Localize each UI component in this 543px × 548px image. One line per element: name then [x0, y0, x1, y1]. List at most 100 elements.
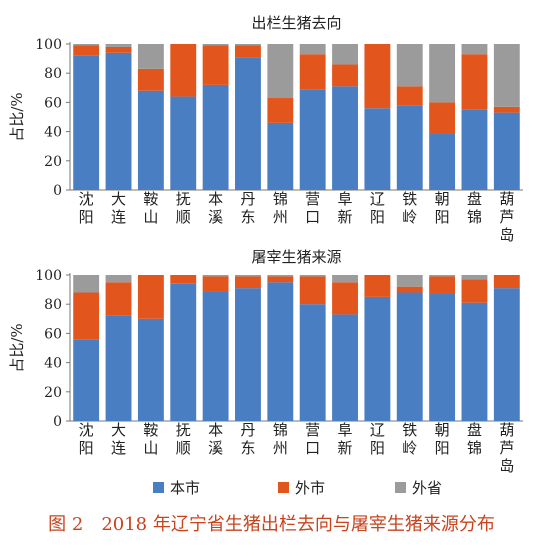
chart2-category-label: 辽阳 — [370, 421, 385, 457]
chart2-ytick-label: 60 — [44, 326, 62, 342]
chart1-bar-other-province — [429, 44, 456, 103]
legend-label-other-city: 外市 — [295, 479, 325, 497]
chart2-ytick-label: 40 — [44, 356, 62, 372]
chart1-bar-other-city — [73, 45, 100, 56]
chart2-bar-other-province — [73, 275, 100, 293]
chart1-bar-other-city — [364, 44, 391, 109]
chart2-bar-other-province — [332, 275, 358, 283]
chart1-bar-local — [267, 122, 294, 190]
chart2-bar-local — [299, 304, 326, 421]
chart2-bar-other-province — [429, 275, 456, 277]
chart2-category-label: 营口 — [305, 421, 320, 457]
chart1-bar-other-city — [493, 106, 520, 113]
chart2-bar-local — [105, 315, 132, 421]
chart1-ytick-label: 40 — [44, 125, 62, 141]
chart1-category-label: 阜新 — [338, 190, 353, 226]
figure-caption: 图 2 2018 年辽宁省生猪出栏去向与屠宰生猪来源分布 — [48, 514, 495, 535]
chart1-bar-other-province — [137, 44, 164, 69]
chart1-bar-other-province — [493, 44, 520, 107]
chart1-bar-other-city — [396, 86, 423, 106]
chart1-bar-other-province — [105, 44, 132, 47]
chart2-title: 屠宰生猪来源 — [251, 248, 341, 266]
chart2-bar-other-city — [396, 286, 423, 293]
chart1-category-label: 辽阳 — [370, 190, 385, 226]
legend-swatch-other-city — [278, 482, 289, 493]
chart2-bar-local — [170, 283, 197, 421]
chart1-ytick-label: 20 — [44, 154, 62, 170]
chart1-bar-other-province — [267, 44, 294, 99]
chart1-category-label: 营口 — [305, 190, 320, 226]
chart2-bar-local — [73, 339, 100, 421]
chart2-category-label: 大连 — [111, 421, 126, 457]
chart2-bar-other-city — [73, 292, 100, 340]
chart2-bar-other-city — [170, 275, 197, 284]
chart1-bar-local — [429, 133, 456, 190]
chart2-bar-other-city — [429, 276, 456, 294]
chart2-bar-local — [267, 282, 294, 421]
chart2-bar-other-province — [461, 275, 488, 280]
chart1-bar-local — [493, 112, 520, 190]
chart1-category-label: 盘锦 — [467, 190, 482, 226]
chart1-ytick-label: 80 — [44, 66, 62, 82]
chart2-bar-other-city — [332, 282, 358, 315]
chart1-bar-other-province — [299, 44, 326, 55]
chart2-bar-local — [137, 318, 164, 421]
figure-canvas: 出栏生猪去向占比/%020406080100沈阳大连鞍山抚顺本溪丹东锦州营口阜新… — [8, 14, 523, 497]
legend-label-other-province: 外省 — [412, 479, 442, 497]
chart2-bar-other-city — [267, 276, 294, 283]
chart2-bar-local — [364, 296, 391, 421]
chart2-category-label: 锦州 — [273, 421, 288, 457]
chart1-category-label: 铁岭 — [402, 190, 417, 226]
chart1-bar-local — [137, 90, 164, 190]
legend-swatch-other-province — [395, 482, 406, 493]
chart2-bar-other-province — [299, 275, 326, 277]
chart1-bar-other-city — [202, 45, 229, 85]
chart1-bar-other-city — [170, 44, 197, 97]
chart1-bar-local — [299, 89, 326, 190]
chart2-bar-other-city — [202, 276, 229, 292]
chart1-ytick-label: 100 — [35, 37, 62, 53]
chart1-category-label: 葫芦岛 — [499, 190, 514, 244]
chart2-bar-other-city — [493, 275, 520, 289]
chart2-bar-other-city — [364, 275, 391, 297]
chart1-title: 出栏生猪去向 — [251, 14, 341, 32]
chart1-bar-local — [105, 52, 132, 191]
chart1-ytick-label: 60 — [44, 95, 62, 111]
chart2-bar-other-province — [235, 275, 261, 277]
chart1-bar-other-province — [235, 44, 261, 46]
chart1-bar-local — [364, 108, 391, 190]
chart1-bar-other-province — [396, 44, 423, 87]
chart2-ylabel: 占比/% — [8, 323, 26, 372]
chart1-ytick-label: 0 — [53, 183, 62, 199]
chart1-bar-local — [396, 105, 423, 190]
chart2-category-label: 沈阳 — [79, 421, 94, 457]
chart1-category-label: 鞍山 — [143, 190, 158, 226]
chart1-category-label: 抚顺 — [176, 190, 191, 226]
legend-swatch-local — [153, 482, 164, 493]
chart1-category-label: 大连 — [111, 190, 126, 226]
chart2-ytick-label: 100 — [35, 268, 62, 284]
chart1-category-label: 沈阳 — [79, 190, 94, 226]
chart1-bar-other-province — [202, 44, 229, 46]
chart1-bar-other-city — [235, 45, 261, 58]
chart2-category-label: 鞍山 — [143, 421, 158, 457]
chart2-category-label: 盘锦 — [467, 421, 482, 457]
chart2-bar-other-city — [299, 276, 326, 305]
chart2-bar-local — [396, 292, 423, 421]
chart2-category-label: 朝阳 — [435, 421, 450, 457]
chart1-bar-other-city — [332, 64, 358, 87]
chart1-bar-other-city — [105, 46, 132, 53]
chart2-ytick-label: 20 — [44, 385, 62, 401]
chart1-category-label: 锦州 — [273, 190, 288, 226]
chart1-bar-local — [332, 86, 358, 190]
chart1-bar-other-city — [267, 98, 294, 123]
chart2-bar-local — [429, 293, 456, 421]
chart1-bar-other-province — [461, 44, 488, 55]
chart2-bar-other-province — [105, 275, 132, 283]
chart1-category-label: 丹东 — [240, 190, 255, 226]
chart1-bar-other-province — [73, 44, 100, 46]
chart1-bar-local — [170, 96, 197, 190]
chart2-ytick-label: 0 — [53, 414, 62, 430]
chart2-bar-local — [493, 288, 520, 421]
chart2-category-label: 抚顺 — [176, 421, 191, 457]
